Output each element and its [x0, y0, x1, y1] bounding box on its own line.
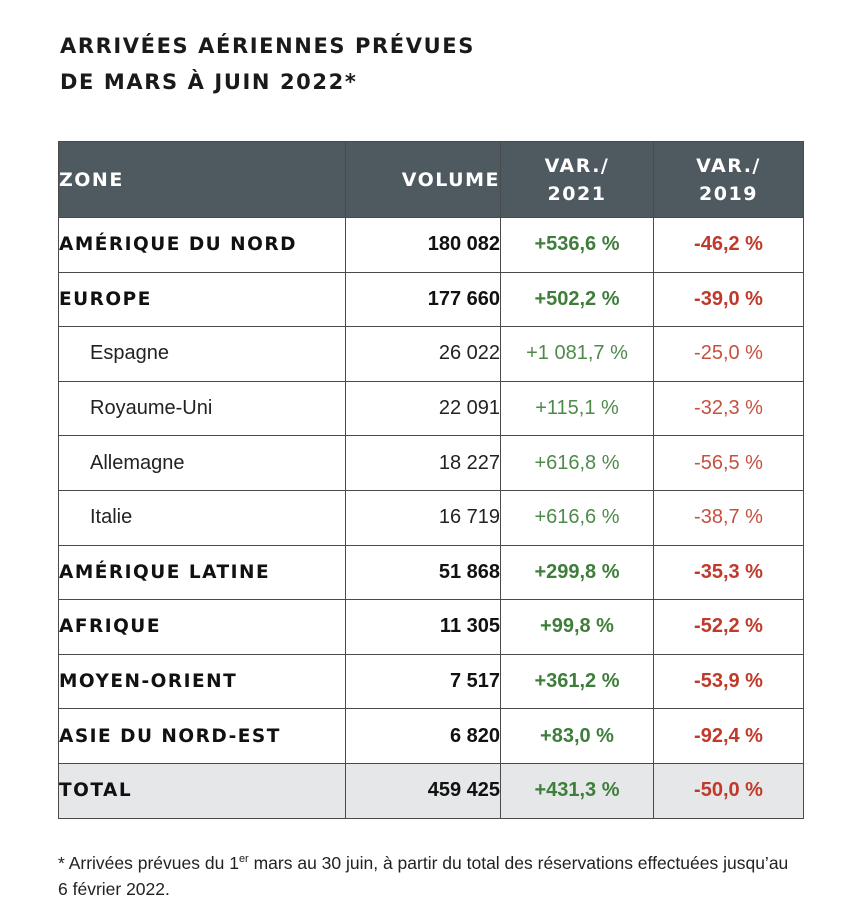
row-var-2019: -50,0 % — [653, 762, 804, 819]
row-var-2021: +299,8 % — [500, 544, 654, 601]
row-var-2021: +502,2 % — [500, 271, 654, 328]
row-volume: 16 719 — [345, 489, 501, 546]
row-var-2019: -38,7 % — [653, 489, 804, 546]
footnote-prefix: * Arrivées prévues du 1 — [58, 852, 239, 873]
header-var-2019: VAR./ 2019 — [653, 141, 804, 218]
row-var-2019: -35,3 % — [653, 544, 804, 601]
table-row: EUROPE 177 660 +502,2 % -39,0 % — [58, 271, 804, 328]
title-line-1: ARRIVÉES AÉRIENNES PRÉVUES — [60, 34, 475, 58]
row-var-2021: +1 081,7 % — [500, 326, 654, 382]
page-title: ARRIVÉES AÉRIENNES PRÉVUES DE MARS À JUI… — [60, 28, 475, 100]
title-line-2: DE MARS À JUIN 2022* — [60, 70, 358, 94]
table-row: MOYEN-ORIENT 7 517 +361,2 % -53,9 % — [58, 653, 804, 710]
row-volume: 180 082 — [345, 217, 501, 273]
row-volume: 11 305 — [345, 599, 501, 655]
table-row: Royaume-Uni 22 091 +115,1 % -32,3 % — [58, 380, 804, 437]
row-var-2019: -46,2 % — [653, 217, 804, 273]
row-volume: 6 820 — [345, 708, 501, 764]
table-header: ZONE VOLUME VAR./ 2021 VAR./ 2019 — [58, 141, 804, 218]
header-var-2019-line1: VAR./ — [696, 154, 761, 177]
row-var-2019: -32,3 % — [653, 380, 804, 437]
row-zone: MOYEN-ORIENT — [58, 653, 346, 710]
row-zone: ASIE DU NORD-EST — [58, 708, 346, 764]
row-volume: 177 660 — [345, 271, 501, 328]
row-var-2019: -39,0 % — [653, 271, 804, 328]
row-zone: AFRIQUE — [58, 599, 346, 655]
row-var-2021: +616,8 % — [500, 435, 654, 491]
row-zone: AMÉRIQUE DU NORD — [58, 217, 346, 273]
header-var-2021-line1: VAR./ — [544, 154, 610, 177]
row-volume: 51 868 — [345, 544, 501, 601]
row-var-2019: -56,5 % — [653, 435, 804, 491]
header-zone: ZONE — [58, 141, 346, 218]
footnote-sup: er — [238, 853, 249, 865]
row-zone: Allemagne — [58, 435, 346, 491]
row-var-2021: +83,0 % — [500, 708, 654, 764]
table-row: AFRIQUE 11 305 +99,8 % -52,2 % — [58, 599, 804, 655]
row-var-2019: -92,4 % — [653, 708, 804, 764]
row-var-2021: +431,3 % — [500, 762, 654, 819]
row-var-2021: +361,2 % — [500, 653, 654, 710]
table-row: AMÉRIQUE LATINE 51 868 +299,8 % -35,3 % — [58, 544, 804, 601]
header-var-2019-line2: 2019 — [699, 182, 758, 205]
row-zone: Espagne — [58, 326, 346, 382]
row-var-2021: +115,1 % — [500, 380, 654, 437]
row-var-2021: +616,6 % — [500, 489, 654, 546]
header-volume: VOLUME — [345, 141, 501, 218]
table-row: Allemagne 18 227 +616,8 % -56,5 % — [58, 435, 804, 491]
header-var-2021: VAR./ 2021 — [500, 141, 654, 218]
row-volume: 7 517 — [345, 653, 501, 710]
footnote: * Arrivées prévues du 1er mars au 30 jui… — [58, 846, 798, 902]
row-volume: 26 022 — [345, 326, 501, 382]
table-row: Espagne 26 022 +1 081,7 % -25,0 % — [58, 326, 804, 382]
row-var-2019: -25,0 % — [653, 326, 804, 382]
row-volume: 18 227 — [345, 435, 501, 491]
footnote-rest: mars au 30 juin, à partir du total des r… — [58, 852, 789, 899]
row-zone: EUROPE — [58, 271, 346, 328]
row-var-2021: +99,8 % — [500, 599, 654, 655]
row-zone: Royaume-Uni — [58, 380, 346, 437]
arrivals-table: ZONE VOLUME VAR./ 2021 VAR./ 2019 AMÉRIQ… — [58, 141, 804, 819]
row-var-2019: -52,2 % — [653, 599, 804, 655]
table-row: ASIE DU NORD-EST 6 820 +83,0 % -92,4 % — [58, 708, 804, 764]
table-body: AMÉRIQUE DU NORD 180 082 +536,6 % -46,2 … — [58, 217, 804, 819]
header-var-2021-line2: 2021 — [547, 182, 607, 205]
row-volume: 22 091 — [345, 380, 501, 437]
row-var-2021: +536,6 % — [500, 217, 654, 273]
row-zone: Italie — [58, 489, 346, 546]
row-var-2019: -53,9 % — [653, 653, 804, 710]
row-volume: 459 425 — [345, 762, 501, 819]
row-zone: TOTAL — [58, 762, 346, 819]
row-zone: AMÉRIQUE LATINE — [58, 544, 346, 601]
table-row: Italie 16 719 +616,6 % -38,7 % — [58, 489, 804, 546]
table-row: AMÉRIQUE DU NORD 180 082 +536,6 % -46,2 … — [58, 217, 804, 273]
table-row-total: TOTAL 459 425 +431,3 % -50,0 % — [58, 762, 804, 819]
